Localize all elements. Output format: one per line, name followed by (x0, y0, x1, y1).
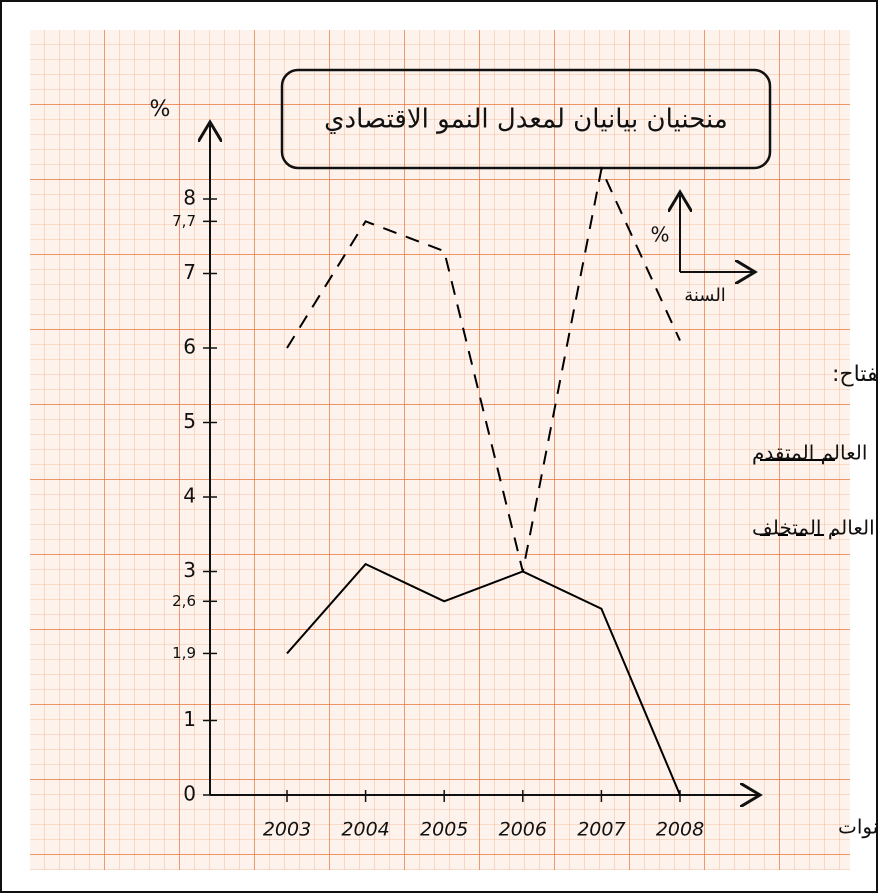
legend-label: العالم المتخلف (752, 516, 875, 540)
y-axis-label: % (150, 97, 171, 122)
title-box (280, 68, 772, 170)
legend-title: المفتاح: (832, 362, 878, 387)
inset-y-label: % (650, 223, 669, 247)
x-tick-label: 2007 (577, 819, 625, 841)
y-tick-label: 8 (183, 186, 196, 210)
y-tick-label: 7 (183, 260, 196, 284)
series-line (286, 562, 681, 796)
inset-x-label: السنة (684, 285, 726, 306)
x-axis-label: السنوات (838, 815, 878, 839)
x-tick-label: 2005 (420, 819, 468, 841)
y-tick-label: 1 (183, 707, 196, 731)
x-tick-label: 2006 (499, 819, 547, 841)
x-tick-label: 2003 (263, 819, 311, 841)
y-tick-label: 1,9 (172, 644, 196, 662)
x-tick-label: 2004 (341, 819, 389, 841)
y-tick-label: 5 (183, 409, 196, 433)
series-line (286, 165, 681, 572)
y-tick-label: 2,6 (172, 592, 196, 610)
y-tick-label: 4 (183, 484, 196, 508)
y-tick-label: 3 (183, 558, 196, 582)
chart-title: منحنيان بيانيان لمعدل النمو الاقتصادي (324, 105, 728, 135)
y-tick-label: 6 (183, 335, 196, 359)
x-tick-label: 2008 (656, 819, 704, 841)
y-tick-label: 0 (183, 782, 196, 806)
legend-label: العالم المتقدم (752, 441, 867, 465)
y-tick-label: 7,7 (172, 212, 196, 230)
graph-grid (30, 30, 850, 870)
